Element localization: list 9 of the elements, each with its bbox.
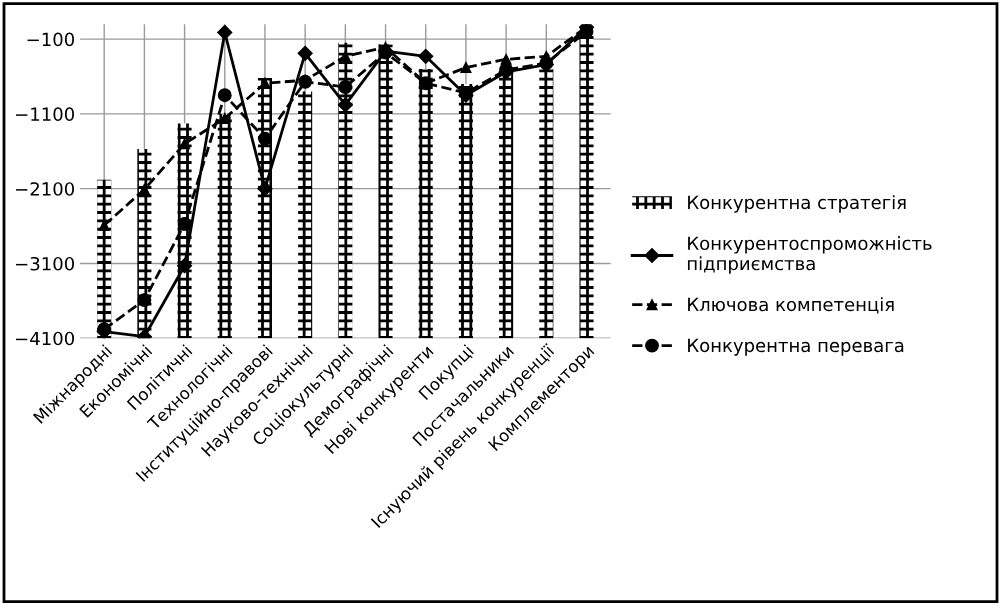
legend-label: Ключова компетенція (688, 297, 894, 314)
y-tick-label: −3100 (16, 256, 75, 271)
legend-label: Конкурентна перевага (688, 338, 904, 356)
y-tick-label: −1100 (16, 107, 75, 122)
legend-label: Конкурентна стратегія (688, 195, 906, 213)
legend-label: Конкурентоспроможність підприємства (687, 236, 932, 274)
y-tick-label: −100 (27, 32, 75, 47)
y-tick-label: −4100 (16, 331, 75, 346)
y-tick-label: −2100 (16, 182, 75, 196)
